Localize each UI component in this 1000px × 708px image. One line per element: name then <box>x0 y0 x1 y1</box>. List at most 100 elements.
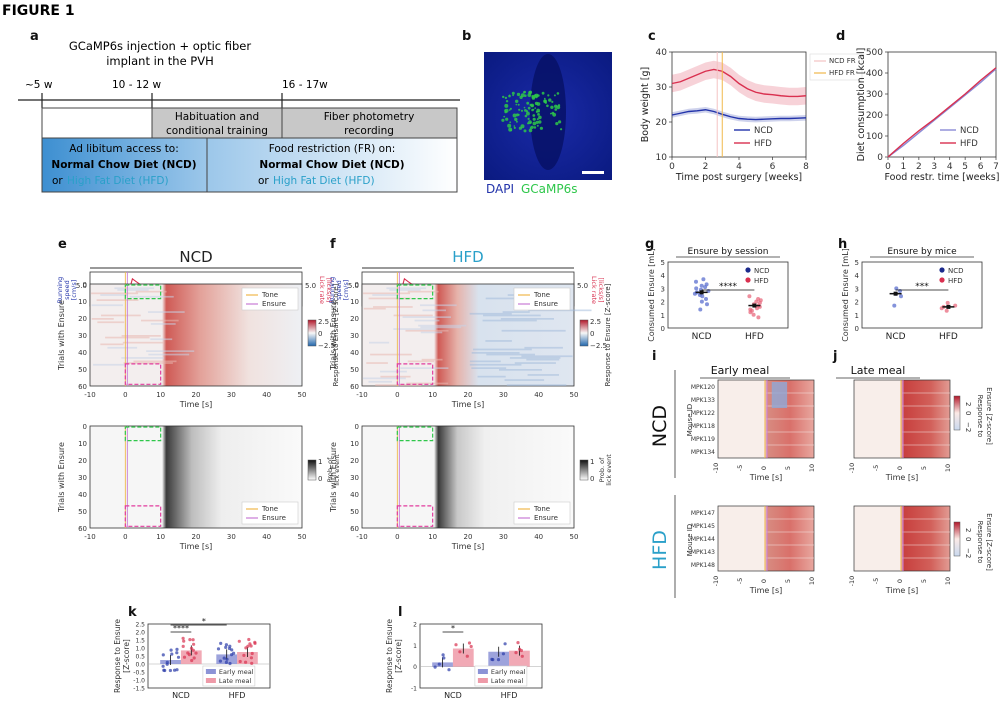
heat-row-noise <box>146 350 195 352</box>
data-point <box>244 660 248 664</box>
heat-row-noise <box>91 318 114 320</box>
running-label-2: speed <box>335 280 343 300</box>
heat-row-noise <box>370 353 412 356</box>
gcamp-cell <box>554 108 558 111</box>
gcamp-cell <box>509 107 512 110</box>
heat-row-noise <box>368 297 411 300</box>
adlib-line3: High Fat Diet (HFD) <box>67 175 169 187</box>
gcamp-cell <box>528 91 532 95</box>
data-point <box>467 641 472 645</box>
data-point <box>514 651 518 655</box>
gcamp-cell <box>553 94 556 97</box>
gcamp-cell <box>505 117 509 121</box>
cbar-tick-high: 2.5 <box>590 318 601 326</box>
gcamp-cell <box>536 102 541 106</box>
heat-row-noise <box>150 323 176 325</box>
cbar-label-2: Ensure [Z-score] <box>985 513 993 571</box>
gcamp-cell <box>510 129 513 132</box>
y-tick-label: 10 <box>656 153 668 163</box>
y-tick-label: 0 <box>355 423 359 431</box>
gcamp-cell <box>558 120 562 124</box>
gcamp-cell <box>524 109 527 112</box>
heat-row-blue <box>502 311 530 313</box>
heat-row-blue <box>506 384 567 386</box>
gcamp-cell <box>512 113 517 118</box>
heat-row-noise <box>380 370 407 373</box>
gcamp-cell <box>504 110 508 114</box>
heat-row-noise <box>96 299 139 301</box>
lick-colorbar <box>579 459 589 481</box>
y-tick-label: -0.5 <box>133 670 145 677</box>
x-tick-label: -10 <box>712 576 720 587</box>
data-point <box>162 668 166 672</box>
plot-frame <box>861 261 983 329</box>
y-axis-label: Trials with Ensure <box>57 442 66 513</box>
gcamp-cell <box>536 108 540 113</box>
x-tick-label: 10 <box>156 533 165 541</box>
fr-line3: High Fat Diet (HFD) <box>273 175 375 187</box>
cbar-tick-low: −2 <box>964 548 972 558</box>
heat-row-blue <box>526 358 560 361</box>
significance-label: *** <box>915 282 929 292</box>
y-tick-label: 30 <box>78 332 87 340</box>
fr-line1: Food restriction (FR) on: <box>269 143 396 155</box>
y-tick-label: 2 <box>855 299 859 307</box>
gcamp-cell <box>557 104 561 107</box>
gcamp-cell <box>508 94 511 98</box>
x-tick-label: 40 <box>262 391 271 399</box>
heat-row-noise <box>406 382 449 385</box>
data-point <box>182 655 187 659</box>
category-label: NCD <box>886 332 906 342</box>
data-point <box>218 659 222 663</box>
gcamp-cell <box>543 99 547 103</box>
x-tick-label: 0 <box>395 533 399 541</box>
heat-row-noise <box>97 321 125 324</box>
lick-tick-label: 5.0 <box>305 282 316 290</box>
data-point <box>169 648 173 652</box>
heat-row-noise <box>121 335 161 337</box>
fr-line2: Normal Chow Diet (NCD) <box>259 159 404 171</box>
data-point <box>503 642 507 646</box>
data-point <box>458 650 462 654</box>
heat-row-noise <box>373 306 413 308</box>
data-point <box>442 656 446 660</box>
gcamp-signal <box>501 90 563 133</box>
legend-tone: Tone <box>533 505 550 513</box>
data-point <box>520 654 524 658</box>
series-line-ncd <box>887 68 997 158</box>
panel-g: g Ensure by session 0 1 2 3 4 5 Consumed Ensure… <box>645 237 789 342</box>
plot-frame <box>419 623 543 689</box>
heat-row-blue <box>521 355 573 358</box>
x-tick-label: 10 <box>944 464 952 472</box>
y-tick-label: 0 <box>855 325 859 333</box>
gcamp-cell <box>527 122 530 125</box>
lick-colorbar <box>307 459 317 481</box>
heat-row-noise <box>107 346 138 349</box>
gcamp-cell <box>526 111 530 116</box>
gcamp-cell <box>547 94 550 97</box>
data-point <box>192 656 196 660</box>
x-axis-label: Time [s] <box>179 542 213 551</box>
legend-hfd: HFD <box>754 277 769 285</box>
data-point <box>469 644 473 649</box>
heat-row-blue <box>501 329 566 332</box>
meal-heatmap <box>853 505 951 572</box>
negative-response-patch <box>771 382 788 408</box>
panel-a-header-line1: GCaMP6s injection + optic fiber <box>69 39 251 53</box>
legend-early-swatch <box>477 669 488 674</box>
y-tick-label: 30 <box>350 332 359 340</box>
data-point <box>181 644 185 649</box>
data-point <box>694 286 699 291</box>
heat-row-blue <box>471 367 507 369</box>
heat-row-noise <box>393 314 433 317</box>
mouse-id: MPK148 <box>691 562 715 569</box>
zscore-colorbar <box>307 319 317 347</box>
legend-ncd: NCD <box>948 267 964 275</box>
x-tick-label: 10 <box>944 577 952 585</box>
y-tick-label: 0 <box>83 423 87 431</box>
mean-point <box>752 303 757 308</box>
y-tick-label: 60 <box>78 525 87 533</box>
y-tick-label: 20 <box>350 457 359 465</box>
